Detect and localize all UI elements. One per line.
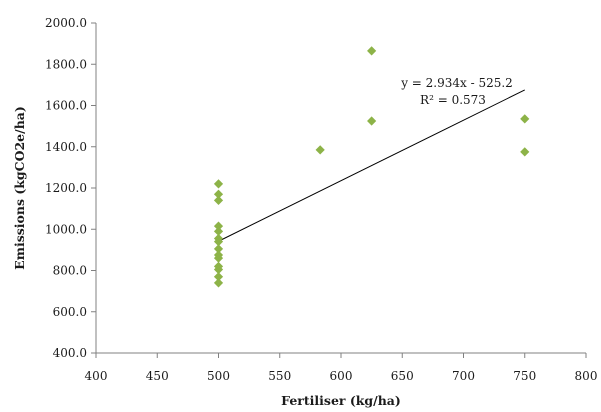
data-point — [213, 264, 224, 275]
y-tick-label: 2000.0 — [45, 16, 87, 30]
data-point — [520, 147, 530, 157]
data-point — [213, 278, 224, 288]
data-point — [213, 226, 224, 236]
data-point — [213, 253, 224, 263]
y-tick-label: 600.0 — [53, 305, 87, 319]
data-point — [213, 221, 224, 231]
data-point — [213, 272, 224, 282]
x-tick-label: 800 — [575, 369, 598, 383]
y-tick-label: 800.0 — [53, 264, 87, 278]
data-point — [213, 237, 224, 247]
data-point — [520, 114, 530, 124]
data-point — [213, 244, 224, 254]
trendline-r2-label: R² = 0.573 — [420, 93, 486, 107]
data-point — [367, 116, 377, 126]
y-tick-label: 1200.0 — [45, 181, 87, 195]
axes — [95, 23, 586, 354]
data-point — [213, 189, 224, 199]
data-points — [213, 46, 530, 288]
y-tick-label: 1800.0 — [45, 57, 87, 71]
y-axis-ticks: 400.0 600.0 800.0 1000.0 1200.0 1400.0 1600.0 1… — [45, 16, 96, 360]
x-axis-title: Fertiliser (kg/ha) — [281, 393, 401, 408]
x-tick-label: 600 — [330, 369, 353, 383]
trendline-equation-label: y = 2.934x - 525.2 — [400, 76, 513, 90]
x-axis-ticks: 400 450 500 550 600 650 700 750 800 — [85, 353, 598, 383]
x-tick-label: 650 — [391, 369, 414, 383]
x-tick-label: 450 — [146, 369, 169, 383]
data-point — [213, 195, 224, 205]
x-tick-label: 750 — [513, 369, 536, 383]
y-tick-label: 400.0 — [53, 346, 87, 360]
trendline-group — [218, 89, 525, 242]
y-tick-label: 1400.0 — [45, 140, 87, 154]
x-tick-label: 400 — [85, 369, 108, 383]
data-point — [367, 46, 377, 56]
x-tick-label: 550 — [268, 369, 291, 383]
y-tick-label: 1600.0 — [45, 99, 87, 113]
x-tick-label: 500 — [207, 369, 230, 383]
trendline — [218, 89, 525, 242]
data-point — [213, 179, 224, 189]
y-tick-label: 1000.0 — [45, 222, 87, 236]
y-axis-title: Emissions (kgCO2e/ha) — [12, 106, 27, 270]
x-tick-label: 700 — [452, 369, 475, 383]
data-point — [315, 145, 325, 155]
